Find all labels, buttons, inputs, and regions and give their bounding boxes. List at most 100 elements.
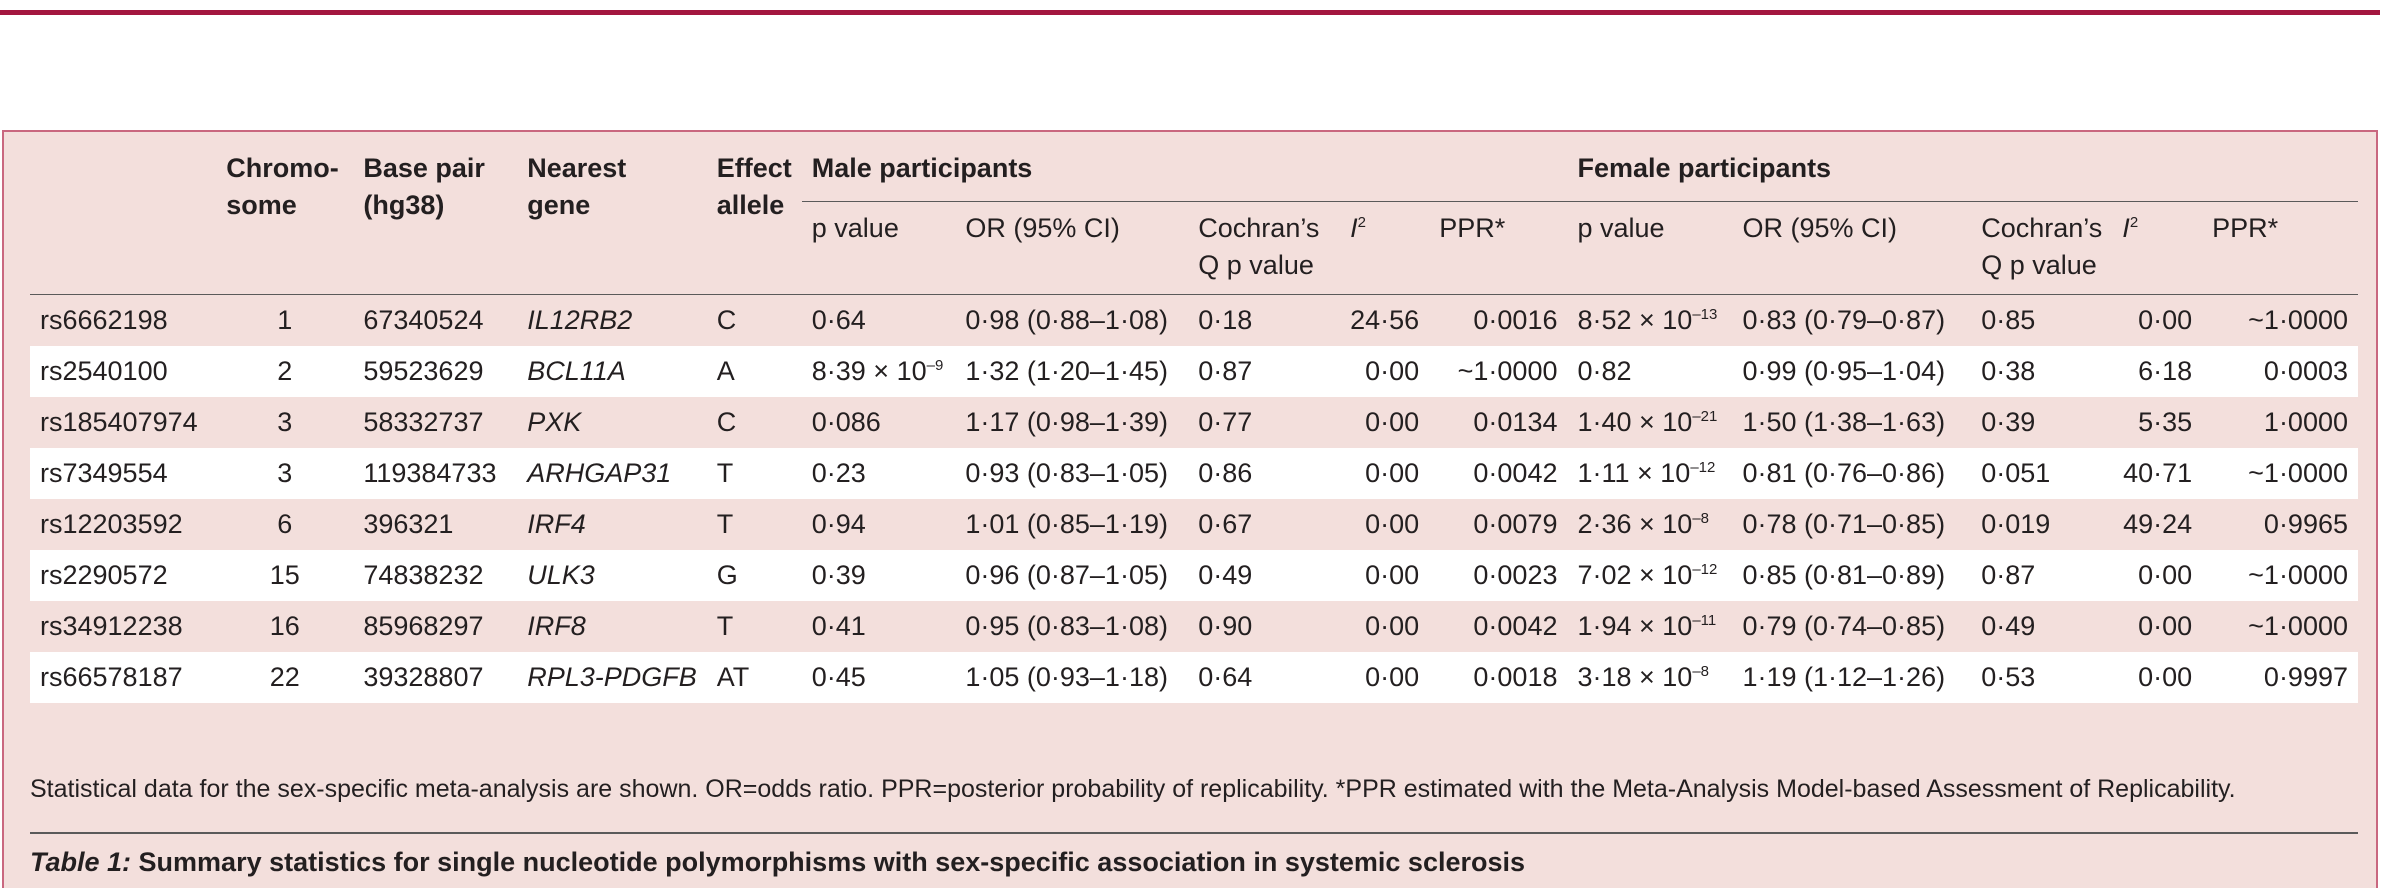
cell-male-p-value: 8·39 × 10–9 <box>801 346 956 397</box>
cell-female-p-value: 8·52 × 10–13 <box>1567 295 1732 347</box>
top-accent-rule <box>0 10 2380 15</box>
cell-chromosome: 22 <box>216 652 354 703</box>
cell-nearest-gene: ULK3 <box>517 550 707 601</box>
cell-male-or-ci: 0·98 (0·88–1·08) <box>955 295 1188 347</box>
header-male-participants: Male participants <box>801 150 1568 202</box>
cell-male-ppr: 0·0023 <box>1429 550 1568 601</box>
header-nearest-gene: Nearest gene <box>517 150 707 295</box>
cell-chromosome-value: 16 <box>269 611 300 641</box>
cell-male-p-value-value: 0·39 <box>811 560 866 590</box>
table-row: rs2540100 2 59523629 BCL11A A 8·39 × 10–9 1·32… <box>30 346 2358 397</box>
cell-female-i2: 0·00 <box>2112 652 2203 703</box>
header-effect-allele-label: Effect allele <box>716 153 792 220</box>
cell-male-cochran: 0·86 <box>1188 448 1341 499</box>
cell-male-i2-value: 0·00 <box>1365 356 1420 386</box>
cell-female-cochran-value: 0·49 <box>1981 611 2036 641</box>
cell-female-ppr-value: ~1·0000 <box>2248 458 2348 488</box>
header-male-i2: I2 <box>1340 201 1430 295</box>
cell-base-pair-value: 39328807 <box>363 662 484 692</box>
header-female-i2: I2 <box>2112 201 2203 295</box>
cell-base-pair-value: 119384733 <box>363 458 497 488</box>
cell-male-i2: 0·00 <box>1340 550 1430 601</box>
cell-male-i2-value: 0·00 <box>1365 407 1420 437</box>
cell-nearest-gene-value: BCL11A <box>527 356 626 386</box>
cell-male-cochran: 0·67 <box>1188 499 1340 550</box>
cell-female-cochran: 0·051 <box>1971 448 2113 499</box>
cell-snp: rs6662198 <box>30 295 216 347</box>
cell-female-or-ci-value: 1·19 (1·12–1·26) <box>1742 662 1946 692</box>
cell-male-ppr-value: 0·0042 <box>1473 611 1558 641</box>
cell-female-or-ci: 0·99 (0·95–1·04) <box>1732 346 1972 397</box>
cell-female-p-value: 7·02 × 10–12 <box>1567 550 1733 601</box>
cell-nearest-gene-value: IL12RB2 <box>527 305 633 335</box>
cell-snp-value: rs34912238 <box>40 611 183 641</box>
cell-female-p-value-value: 0·82 <box>1577 356 1632 386</box>
cell-female-i2-value: 0·00 <box>2138 305 2193 335</box>
cell-female-ppr-value: 0·0003 <box>2263 356 2348 386</box>
cell-female-cochran-value: 0·019 <box>1981 509 2051 539</box>
cell-snp: rs185407974 <box>30 397 216 448</box>
cell-female-ppr-value: 0·9965 <box>2263 509 2348 539</box>
header-male-i2-label: I <box>1350 213 1358 243</box>
cell-effect-allele-value: C <box>716 305 737 335</box>
cell-male-ppr: 0·0042 <box>1429 448 1568 499</box>
header-female-i2-label: I <box>2122 213 2130 243</box>
cell-chromosome-value: 2 <box>277 356 293 386</box>
cell-female-cochran-value: 0·38 <box>1981 356 2036 386</box>
cell-effect-allele: T <box>706 448 802 499</box>
cell-snp-value: rs6662198 <box>40 305 168 335</box>
cell-female-p-value: 1·11 × 10–12 <box>1567 448 1733 499</box>
cell-chromosome-value: 1 <box>277 305 293 335</box>
cell-male-or-ci: 1·17 (0·98–1·39) <box>955 397 1188 448</box>
cell-nearest-gene: IRF8 <box>517 601 707 652</box>
cell-base-pair: 67340524 <box>353 295 517 347</box>
cell-female-p-value: 1·40 × 10–21 <box>1567 397 1732 448</box>
cell-nearest-gene-value: PXK <box>527 407 582 437</box>
cell-male-or-ci-value: 0·98 (0·88–1·08) <box>965 305 1168 335</box>
cell-effect-allele: C <box>707 295 802 347</box>
cell-nearest-gene: ARHGAP31 <box>517 448 707 499</box>
cell-male-or-ci: 0·96 (0·87–1·05) <box>955 550 1189 601</box>
cell-female-or-ci: 0·78 (0·71–0·85) <box>1732 499 1971 550</box>
header-male-cochran-label: Cochran’s Q p value <box>1198 213 1320 280</box>
cell-male-i2: 0·00 <box>1340 499 1429 550</box>
cell-female-p-value-value: 1·94 × 10 <box>1577 611 1693 641</box>
cell-female-ppr-value: ~1·0000 <box>2248 611 2348 641</box>
cell-male-ppr-value: 0·0023 <box>1473 560 1558 590</box>
cell-female-p-value-value: 8·52 × 10 <box>1577 305 1693 335</box>
cell-base-pair: 58332737 <box>353 397 517 448</box>
cell-male-i2-value: 0·00 <box>1365 611 1420 641</box>
cell-female-p-value-value: 1·11 × 10 <box>1577 458 1691 488</box>
cell-male-ppr-value: 0·0018 <box>1473 662 1558 692</box>
cell-chromosome: 3 <box>216 397 353 448</box>
cell-male-or-ci-value: 1·32 (1·20–1·45) <box>965 356 1168 386</box>
cell-male-or-ci: 1·01 (0·85–1·19) <box>955 499 1188 550</box>
cell-female-cochran-value: 0·051 <box>1981 458 2051 488</box>
cell-chromosome: 15 <box>216 550 354 601</box>
cell-male-or-ci-value: 1·17 (0·98–1·39) <box>965 407 1168 437</box>
cell-male-p-value-value: 0·64 <box>811 305 866 335</box>
cell-nearest-gene: IRF4 <box>517 499 707 550</box>
header-female-ppr: PPR* <box>2202 201 2358 295</box>
header-male-i2-sup: 2 <box>1357 214 1366 231</box>
cell-base-pair-value: 59523629 <box>363 356 484 386</box>
cell-female-cochran: 0·49 <box>1971 601 2112 652</box>
header-male-cochran: Cochran’s Q p value <box>1188 201 1341 295</box>
cell-female-cochran: 0·019 <box>1971 499 2112 550</box>
cell-female-p-value-value: 7·02 × 10 <box>1577 560 1693 590</box>
cell-chromosome-value: 3 <box>277 407 293 437</box>
cell-base-pair-value: 396321 <box>363 509 454 539</box>
cell-male-cochran-value: 0·67 <box>1198 509 1253 539</box>
cell-male-cochran: 0·77 <box>1188 397 1340 448</box>
cell-effect-allele-value: A <box>716 356 735 386</box>
cell-nearest-gene: RPL3-PDGFB <box>517 652 707 703</box>
cell-female-cochran: 0·38 <box>1971 346 2113 397</box>
cell-female-ppr: ~1·0000 <box>2202 448 2358 499</box>
cell-nearest-gene-value: IRF4 <box>527 509 586 539</box>
cell-female-or-ci-value: 0·79 (0·74–0·85) <box>1742 611 1946 641</box>
cell-male-p-value-value: 0·23 <box>811 458 866 488</box>
cell-chromosome: 1 <box>216 295 353 347</box>
cell-male-i2: 24·56 <box>1340 295 1429 347</box>
cell-male-p-value-value: 0·45 <box>811 662 866 692</box>
table-row: rs12203592 6 396321 IRF4 T 0·94 1·01 (0·85–1·1… <box>30 499 2358 550</box>
